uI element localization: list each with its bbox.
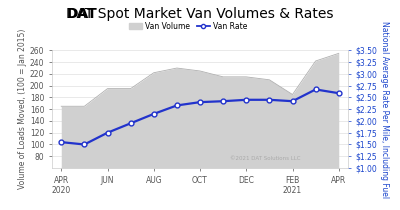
Y-axis label: Volume of Loads Moved, (100 = Jan 2015): Volume of Loads Moved, (100 = Jan 2015) [18,29,27,189]
Text: DAT: DAT [66,7,97,21]
Text: DAT: DAT [0,209,1,210]
Y-axis label: National Average Rate Per Mile, Including Fuel: National Average Rate Per Mile, Includin… [380,21,389,198]
Text: ©2021 DAT Solutions LLC: ©2021 DAT Solutions LLC [230,156,300,161]
Legend: Van Volume, Van Rate: Van Volume, Van Rate [126,19,251,34]
Text: DAT Spot Market Van Volumes & Rates: DAT Spot Market Van Volumes & Rates [66,7,334,21]
